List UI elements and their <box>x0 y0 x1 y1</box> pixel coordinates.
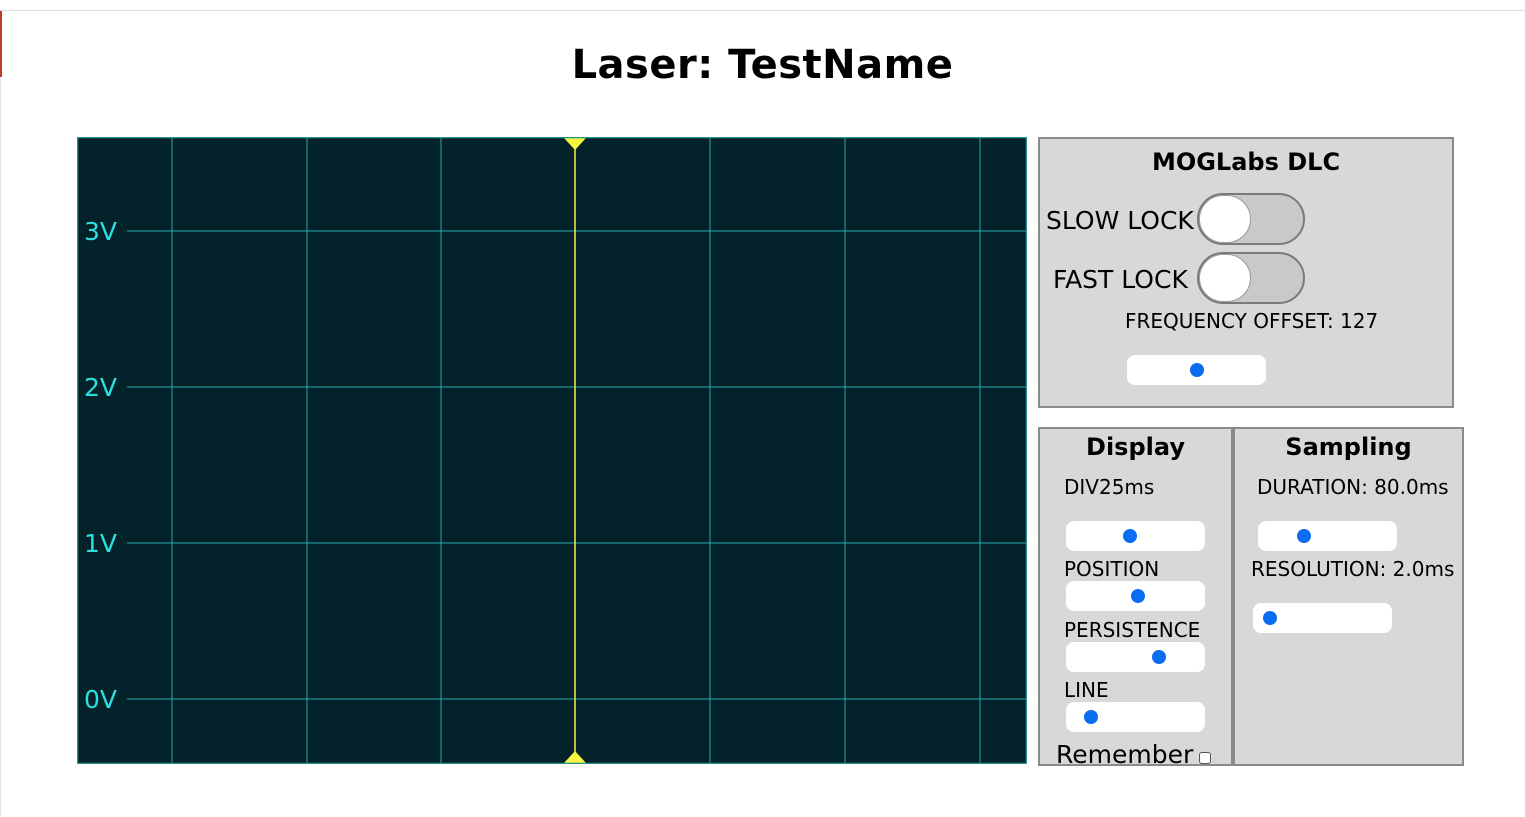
trigger-bottom-marker-icon <box>564 751 586 763</box>
dlc-panel-title: MOGLabs DLC <box>1151 148 1341 176</box>
slow-lock-label: SLOW LOCK <box>1046 206 1194 235</box>
resolution-slider[interactable] <box>1253 603 1392 633</box>
y-axis-label: 1V <box>84 529 117 558</box>
page-title: Laser: TestName <box>571 42 954 88</box>
remember-label: Remember <box>1056 740 1194 769</box>
fast-lock-toggle[interactable] <box>1197 252 1305 304</box>
duration-slider[interactable] <box>1258 521 1397 551</box>
line-slider[interactable] <box>1066 702 1205 732</box>
sampling-panel-title: Sampling <box>1285 433 1412 461</box>
div-slider[interactable] <box>1066 521 1205 551</box>
left-edge-marker <box>0 11 2 77</box>
scope-border <box>77 137 1027 764</box>
resolution-label: RESOLUTION: 2.0ms <box>1251 557 1455 581</box>
slow-lock-toggle[interactable] <box>1197 193 1305 245</box>
sampling-panel: Sampling DURATION: 80.0ms RESOLUTION: 2.… <box>1233 427 1464 766</box>
persistence-label: PERSISTENCE <box>1064 618 1201 642</box>
line-label: LINE <box>1064 678 1109 702</box>
top-divider <box>0 10 1525 11</box>
slider-thumb <box>1130 589 1145 603</box>
frequency-offset-label: FREQUENCY OFFSET: 127 <box>1125 309 1379 333</box>
y-axis-label: 2V <box>84 373 117 402</box>
slider-thumb <box>1084 710 1099 724</box>
oscilloscope-display[interactable]: 3V 2V 1V 0V <box>77 137 1027 764</box>
left-edge-line <box>0 77 1 817</box>
div-label: DIV25ms <box>1064 475 1155 499</box>
toggle-knob <box>1199 254 1251 302</box>
scope-background <box>77 137 1027 764</box>
remember-checkbox[interactable] <box>1199 752 1211 764</box>
y-axis-label: 3V <box>84 217 117 246</box>
slider-thumb <box>1297 529 1312 543</box>
grid-horizontal-lines <box>127 230 1027 700</box>
grid-vertical-lines <box>171 137 981 764</box>
slider-thumb <box>1262 611 1277 625</box>
position-slider[interactable] <box>1066 581 1205 611</box>
moglabs-dlc-panel: MOGLabs DLC SLOW LOCK FAST LOCK FREQUENC… <box>1038 137 1454 408</box>
y-axis-label: 0V <box>84 685 117 714</box>
slider-thumb <box>1122 529 1137 543</box>
persistence-slider[interactable] <box>1066 642 1205 672</box>
frequency-offset-slider[interactable] <box>1127 355 1266 385</box>
position-label: POSITION <box>1064 557 1160 581</box>
duration-label: DURATION: 80.0ms <box>1257 475 1449 499</box>
fast-lock-label: FAST LOCK <box>1053 265 1188 294</box>
display-panel-title: Display <box>1086 433 1185 461</box>
toggle-knob <box>1199 195 1251 243</box>
slider-thumb <box>1151 650 1166 664</box>
display-panel: Display DIV25ms POSITION PERSISTENCE LIN… <box>1038 427 1233 769</box>
trigger-top-marker-icon <box>564 138 586 150</box>
slider-thumb <box>1189 363 1204 377</box>
